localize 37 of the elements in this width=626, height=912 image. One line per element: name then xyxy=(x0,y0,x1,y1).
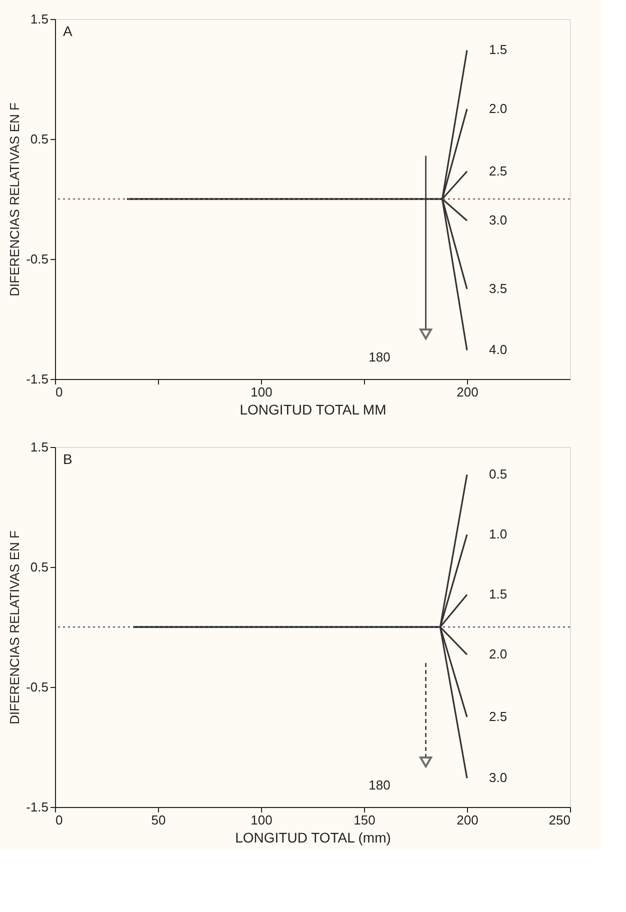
x-axis-title: LONGITUD TOTAL MM xyxy=(240,402,386,418)
x-tick-label: 100 xyxy=(250,384,272,400)
x-tick-label: 100 xyxy=(250,812,272,828)
x-tick-label: 200 xyxy=(456,812,478,828)
x-axis-title: LONGITUD TOTAL (mm) xyxy=(235,830,391,846)
series-label: 2.5 xyxy=(489,709,508,724)
series-label: 2.0 xyxy=(489,101,508,116)
x-tick-label: 0 xyxy=(56,384,63,400)
y-tick-label: -1.5 xyxy=(26,800,48,814)
x-tick-label: 0 xyxy=(56,812,63,828)
x-tick-label: 150 xyxy=(354,812,376,828)
y-tick-label: 0.5 xyxy=(30,132,48,146)
y-tick-label: -0.5 xyxy=(26,252,48,266)
series-label: 1.0 xyxy=(489,526,508,542)
x-tick-label: 250 xyxy=(548,812,570,828)
series-label: 3.0 xyxy=(489,212,508,228)
y-tick-label: -0.5 xyxy=(26,680,48,694)
series-label: 0.5 xyxy=(489,466,508,482)
y-tick-label: 1.5 xyxy=(30,440,48,454)
y-tick-label: 0.5 xyxy=(30,560,48,574)
series-label: 1.5 xyxy=(489,586,508,602)
series-label: 2.0 xyxy=(489,646,508,662)
x-tick-label: 200 xyxy=(456,384,478,400)
series-label: 4.0 xyxy=(489,342,508,358)
y-axis-title: DIFERENCIAS RELATIVAS EN F xyxy=(7,102,22,296)
series-label: 1.5 xyxy=(489,42,508,58)
annotation: 180 xyxy=(368,777,390,792)
chart-title: A xyxy=(63,23,73,39)
series-label: 3.5 xyxy=(489,281,508,296)
annotation: 180 xyxy=(368,349,390,364)
y-axis-title: DIFERENCIAS RELATIVAS EN F xyxy=(7,530,22,724)
x-tick-label: 50 xyxy=(151,812,166,828)
series-label: 3.0 xyxy=(489,770,508,786)
series-label: 2.5 xyxy=(489,163,508,178)
chart-title: B xyxy=(63,451,72,467)
y-tick-label: -1.5 xyxy=(26,372,48,386)
y-tick-label: 1.5 xyxy=(30,12,48,26)
